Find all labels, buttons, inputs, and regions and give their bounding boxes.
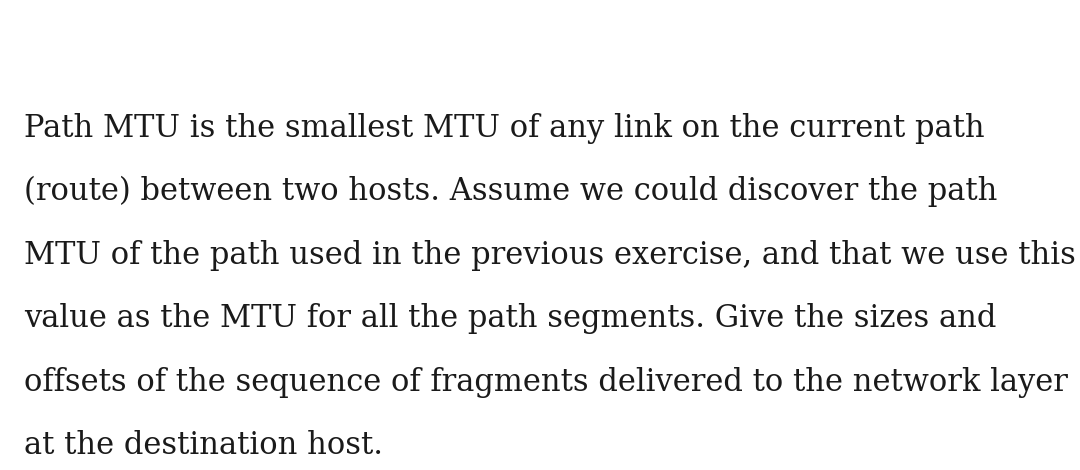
Text: Path MTU is the smallest MTU of any link on the current path: Path MTU is the smallest MTU of any link… bbox=[24, 113, 984, 144]
Text: offsets of the sequence of fragments delivered to the network layer: offsets of the sequence of fragments del… bbox=[24, 367, 1068, 398]
Text: MTU of the path used in the previous exercise, and that we use this: MTU of the path used in the previous exe… bbox=[24, 240, 1076, 271]
Text: (route) between two hosts. Assume we could discover the path: (route) between two hosts. Assume we cou… bbox=[24, 176, 997, 207]
Text: value as the MTU for all the path segments. Give the sizes and: value as the MTU for all the path segmen… bbox=[24, 303, 996, 334]
Text: at the destination host.: at the destination host. bbox=[24, 430, 382, 461]
